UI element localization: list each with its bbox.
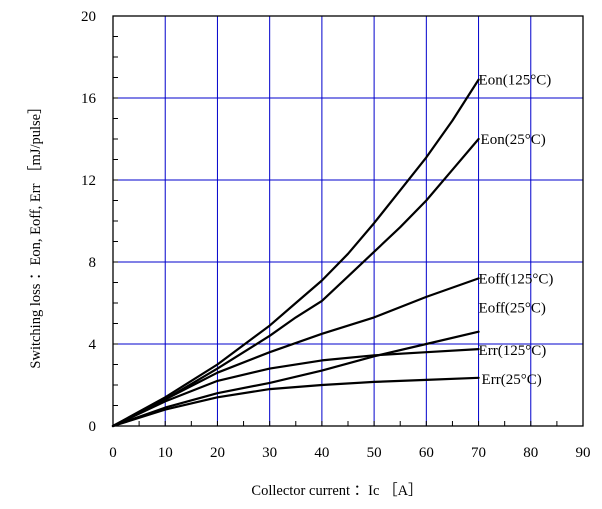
y-tick-labels: 0 4 8 12 16 20: [81, 9, 97, 435]
x-tick-label: 20: [210, 445, 225, 461]
series-label: Err(25°C): [482, 372, 542, 388]
series-label: Eon(25°C): [481, 132, 546, 148]
series-lines: [111, 78, 480, 428]
x-tick-label: 90: [576, 445, 591, 461]
x-tick-label: 80: [523, 445, 538, 461]
series-line: [111, 348, 480, 428]
x-tick-labels: 0 10 20 30 40 50 60 70 80 90: [109, 445, 590, 461]
y-tick-label: 4: [89, 337, 97, 353]
y-tick-label: 12: [81, 173, 96, 189]
series-label: Err(125°C): [479, 343, 547, 359]
y-tick-label: 8: [89, 255, 97, 271]
plot-frame: [112, 15, 584, 427]
x-axis-label: Collector current ：Ic ［A］: [251, 482, 422, 499]
series-label: Eoff(25°C): [479, 301, 546, 317]
x-tick-label: 0: [109, 445, 117, 461]
x-tick-label: 10: [158, 445, 173, 461]
series-label: Eon(125°C): [479, 73, 552, 89]
series-line: [111, 137, 480, 428]
x-tick-label: 70: [471, 445, 486, 461]
y-axis-label: Switching loss ：Eon, Eoff, Err ［mJ/pulse…: [27, 99, 44, 368]
series-line: [111, 277, 480, 428]
grid: [113, 16, 583, 426]
series-line: [111, 376, 480, 428]
x-tick-label: 50: [367, 445, 382, 461]
series-line: [111, 78, 480, 428]
x-tick-label: 60: [419, 445, 434, 461]
y-tick-label: 16: [81, 91, 97, 107]
series-labels: Eon(125°C) Eon(25°C) Eoff(125°C) Eoff(25°C)…: [479, 73, 554, 388]
x-tick-label: 40: [314, 445, 329, 461]
series-line: [111, 330, 480, 428]
y-tick-label: 20: [81, 9, 96, 25]
x-tick-label: 30: [262, 445, 277, 461]
y-tick-label: 0: [89, 419, 97, 435]
series-label: Eoff(125°C): [479, 271, 554, 287]
